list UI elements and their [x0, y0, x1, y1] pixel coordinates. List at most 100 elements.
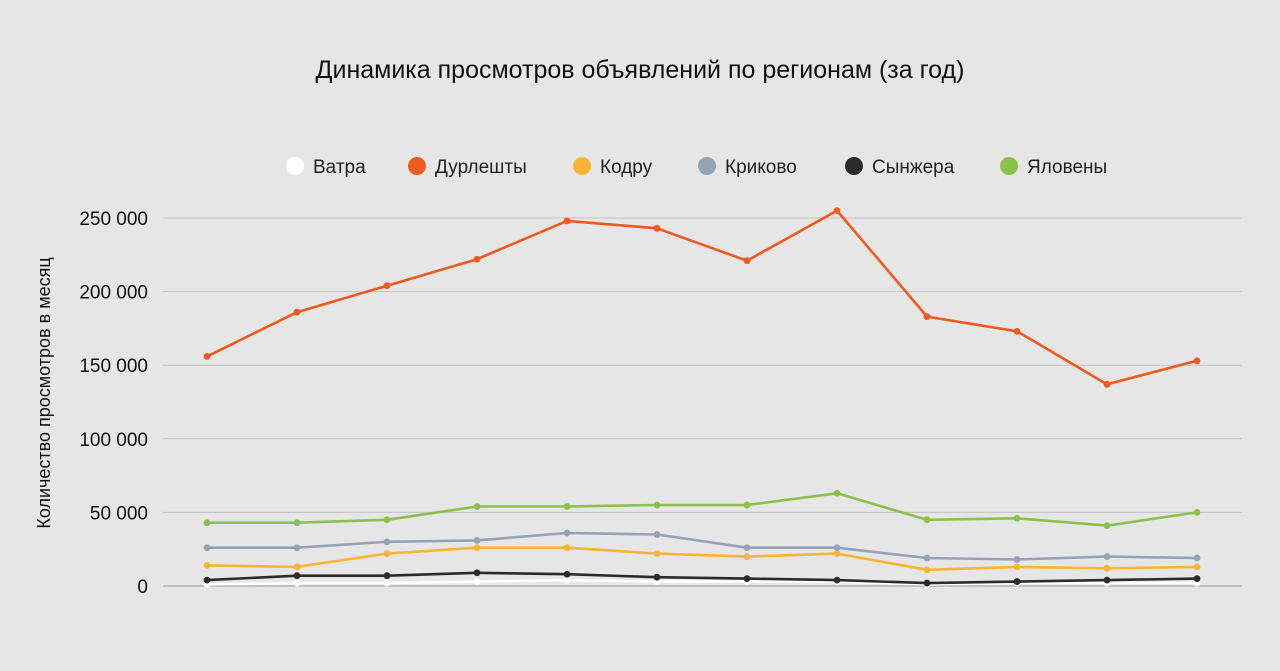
data-point [743, 575, 751, 583]
chart-title: Динамика просмотров объявлений по регион… [316, 56, 965, 84]
y-gridlines [163, 217, 1242, 587]
data-point [473, 255, 481, 263]
data-point [203, 519, 211, 527]
legend-label: Дурлешты [435, 157, 527, 178]
legend-item: Ватра [286, 157, 366, 178]
data-point [1103, 576, 1111, 584]
data-point [203, 561, 211, 569]
data-point [293, 563, 301, 571]
data-point [203, 576, 211, 584]
data-point [923, 313, 931, 321]
y-tick-label: 50 000 [90, 503, 148, 524]
legend-item: Яловены [1000, 157, 1107, 178]
data-point [653, 573, 661, 581]
data-point [1013, 578, 1021, 585]
data-point [1193, 575, 1201, 583]
data-point [653, 501, 661, 509]
series-Криково [203, 529, 1201, 563]
data-point [653, 224, 661, 232]
data-point [563, 544, 571, 552]
data-point [1193, 554, 1201, 562]
data-point [923, 566, 931, 574]
legend-label: Ватра [313, 157, 366, 178]
series-Дурлешты [203, 207, 1201, 388]
legend-marker-icon [698, 157, 716, 175]
legend-item: Дурлешты [408, 157, 527, 178]
y-tick-label: 250 000 [79, 209, 148, 230]
data-point [563, 576, 571, 584]
y-axis-ticks: 0 50 000 100 000 150 000 200 000 250 000 [79, 209, 148, 598]
chart-series [203, 207, 1201, 588]
data-point [1013, 327, 1021, 335]
data-point [383, 282, 391, 290]
data-point [1013, 563, 1021, 571]
data-point [923, 579, 931, 587]
data-point [833, 550, 841, 558]
data-point [293, 519, 301, 527]
legend-item: Криково [698, 157, 797, 178]
series-line [205, 546, 1199, 572]
data-point [383, 538, 391, 546]
y-tick-label: 100 000 [79, 430, 148, 451]
legend-marker-icon [408, 157, 426, 175]
data-point [743, 553, 751, 560]
data-point [653, 550, 661, 558]
legend-item: Кодру [573, 157, 653, 178]
chart-legend: Ватра Дурлешты Кодру Криково Сынжера Яловены [286, 157, 1107, 178]
series-Сынжера [203, 569, 1201, 587]
data-point [1013, 556, 1021, 563]
data-point [383, 579, 391, 587]
data-point [473, 536, 481, 544]
data-point [563, 529, 571, 537]
data-point [1103, 522, 1111, 530]
legend-marker-icon [286, 157, 304, 175]
data-point [833, 207, 841, 215]
series-line [205, 578, 1199, 586]
data-point [1193, 357, 1201, 365]
data-point [833, 544, 841, 552]
data-point [383, 516, 391, 524]
data-point [563, 503, 571, 510]
data-point [923, 516, 931, 524]
y-tick-label: 0 [137, 577, 148, 598]
data-point [743, 501, 751, 509]
data-point [1103, 564, 1111, 572]
data-point [653, 531, 661, 538]
data-point [473, 578, 481, 585]
y-axis-label: Количество просмотров в месяц [34, 257, 54, 528]
series-line [205, 491, 1199, 527]
legend-marker-icon [573, 157, 591, 175]
data-point [923, 554, 931, 562]
data-point [1193, 563, 1201, 571]
series-line [205, 209, 1199, 386]
legend-label: Криково [725, 157, 797, 178]
data-point [473, 503, 481, 510]
y-tick-label: 200 000 [79, 283, 148, 304]
series-line [205, 571, 1199, 585]
data-point [743, 257, 751, 265]
legend-label: Сынжера [872, 157, 955, 178]
data-point [203, 544, 211, 552]
legend-marker-icon [845, 157, 863, 175]
data-point [1013, 514, 1021, 522]
series-line [205, 531, 1199, 561]
data-point [743, 544, 751, 552]
data-point [833, 576, 841, 584]
data-point [293, 579, 301, 587]
data-point [203, 352, 211, 360]
legend-label: Яловены [1027, 157, 1107, 178]
y-tick-label: 150 000 [79, 356, 148, 377]
data-point [833, 489, 841, 497]
data-point [293, 572, 301, 580]
legend-marker-icon [1000, 157, 1018, 175]
series-Кодру [203, 544, 1201, 574]
data-point [563, 217, 571, 225]
data-point [563, 570, 571, 578]
data-point [383, 550, 391, 558]
legend-label: Кодру [600, 157, 653, 178]
data-point [1103, 553, 1111, 560]
series-Яловены [203, 489, 1201, 530]
data-point [383, 572, 391, 580]
data-point [293, 308, 301, 316]
